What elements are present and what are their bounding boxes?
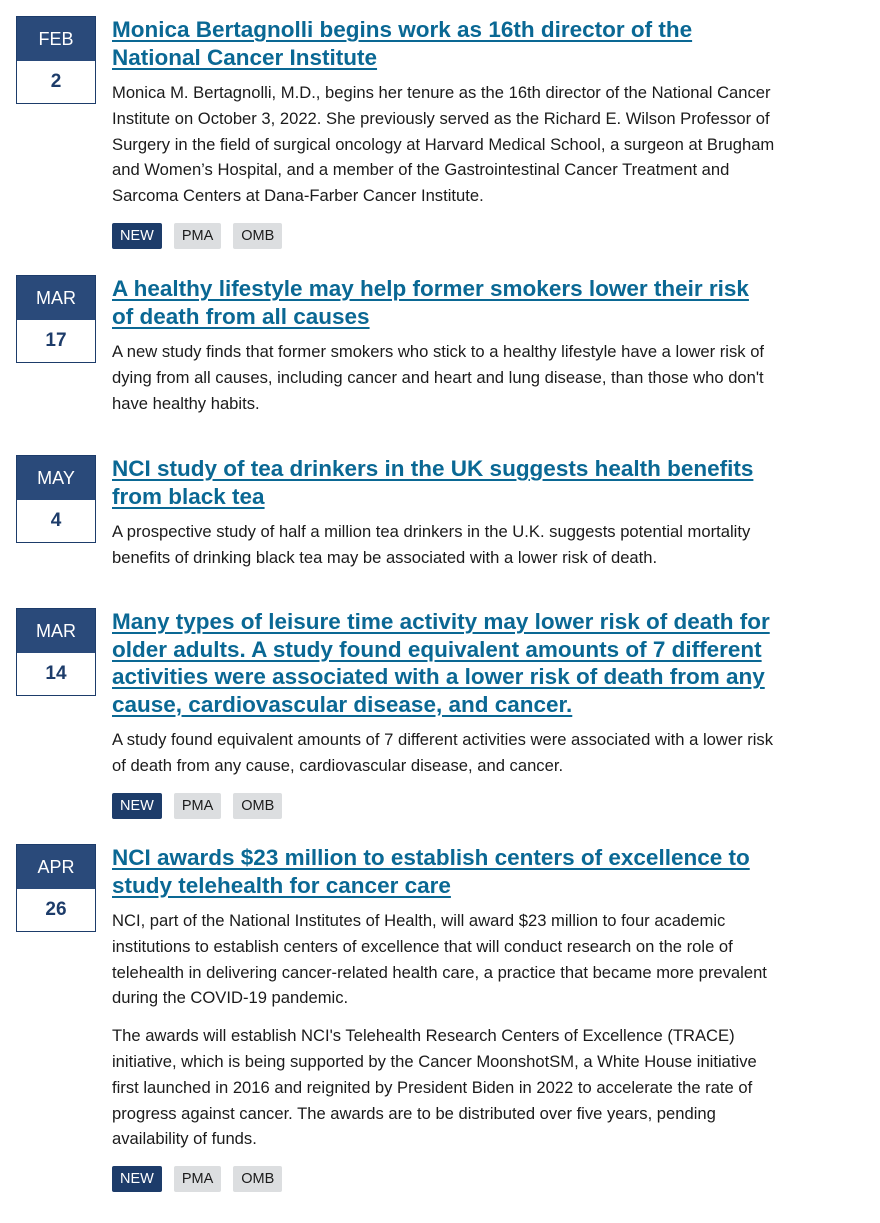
- news-summary: NCI, part of the National Institutes of …: [112, 911, 767, 1008]
- news-summary: A study found equivalent amounts of 7 di…: [112, 730, 774, 775]
- date-day: 17: [45, 330, 67, 351]
- tag-list: NEW PMA OMB: [112, 222, 776, 249]
- date-month: MAY: [17, 456, 95, 500]
- date-day: 2: [50, 71, 62, 92]
- date-month: APR: [17, 845, 95, 889]
- date-badge: APR 26: [16, 844, 96, 932]
- date-day: 26: [45, 899, 67, 920]
- date-badge: MAY 4: [16, 455, 96, 543]
- tag-omb[interactable]: OMB: [233, 222, 283, 249]
- tag-new[interactable]: NEW: [112, 792, 162, 819]
- tag-pma[interactable]: PMA: [173, 1166, 222, 1193]
- news-content: A healthy lifestyle may help former smok…: [112, 275, 776, 416]
- date-badge: MAR 17: [16, 275, 96, 363]
- news-title-link[interactable]: A healthy lifestyle may help former smok…: [112, 276, 749, 329]
- news-content: Many types of leisure time activity may …: [112, 608, 776, 819]
- news-title-link[interactable]: Monica Bertagnolli begins work as 16th d…: [112, 17, 693, 70]
- news-summary: A new study finds that former smokers wh…: [112, 342, 765, 413]
- news-title-link[interactable]: NCI study of tea drinkers in the UK sugg…: [112, 456, 754, 509]
- date-month: MAR: [17, 276, 95, 320]
- news-summary: Monica M. Bertagnolli, M.D., begins her …: [112, 83, 775, 206]
- tag-pma[interactable]: PMA: [173, 222, 222, 249]
- date-day: 4: [50, 510, 62, 531]
- news-summary: A prospective study of half a million te…: [112, 522, 751, 567]
- tag-new[interactable]: NEW: [112, 222, 162, 249]
- date-badge: MAR 14: [16, 608, 96, 696]
- date-month: FEB: [17, 17, 95, 61]
- news-title-link[interactable]: Many types of leisure time activity may …: [112, 609, 770, 717]
- tag-pma[interactable]: PMA: [173, 792, 222, 819]
- date-month: MAR: [17, 609, 95, 653]
- date-day: 14: [45, 663, 67, 684]
- news-content: Monica Bertagnolli begins work as 16th d…: [112, 16, 776, 249]
- news-content: NCI awards $23 million to establish cent…: [112, 844, 776, 1193]
- news-summary: The awards will establish NCI's Teleheal…: [112, 1026, 757, 1149]
- tag-new[interactable]: NEW: [112, 1166, 162, 1193]
- news-title-link[interactable]: NCI awards $23 million to establish cent…: [112, 845, 750, 898]
- news-content: NCI study of tea drinkers in the UK sugg…: [112, 455, 776, 571]
- tag-list: NEW PMA OMB: [112, 792, 776, 819]
- tag-list: NEW PMA OMB: [112, 1166, 776, 1193]
- tag-omb[interactable]: OMB: [233, 1166, 283, 1193]
- tag-omb[interactable]: OMB: [233, 792, 283, 819]
- date-badge: FEB 2: [16, 16, 96, 104]
